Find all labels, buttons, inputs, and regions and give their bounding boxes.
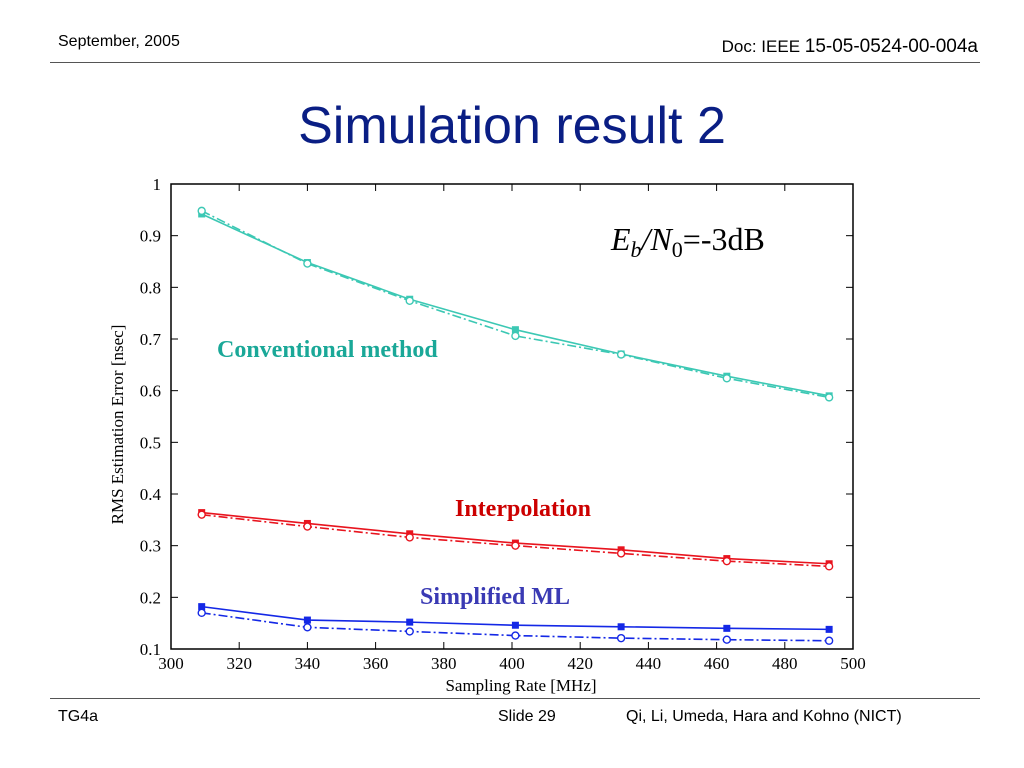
y-tick-label: 1: [153, 175, 162, 194]
footer-divider: [50, 698, 980, 699]
data-point-circle: [405, 533, 414, 542]
x-tick-label: 400: [499, 654, 525, 673]
x-tick-label: 480: [772, 654, 798, 673]
x-axis-label: Sampling Rate [MHz]: [445, 676, 596, 695]
data-point-square: [511, 326, 519, 334]
x-tick-label: 360: [363, 654, 389, 673]
data-point-circle: [197, 608, 206, 618]
plot-area: 300 320 340 360 380 400 420 440 460 480 500 0.1 0.2 0…: [108, 175, 866, 695]
header-doc-id: Doc: IEEE 15-05-0524-00-004a: [722, 36, 978, 58]
y-tick-label: 0.2: [140, 588, 161, 607]
data-point-circle: [616, 350, 626, 359]
y-tick-label: 0.6: [140, 382, 161, 401]
series-label: Simplified ML: [420, 584, 570, 610]
y-tick-label: 0.3: [140, 537, 161, 556]
data-point-square: [406, 618, 414, 626]
doc-number: 15-05-0524-00-004a: [804, 36, 978, 57]
data-point-circle: [197, 510, 206, 519]
data-point-circle: [511, 541, 520, 550]
y-tick-label: 0.5: [140, 433, 161, 452]
slide-number: Slide 29: [498, 708, 556, 725]
y-tick-label: 0.8: [140, 278, 161, 297]
data-point-circle: [616, 549, 626, 558]
series-label: Interpolation: [455, 496, 591, 522]
y-tick-label: 0.4: [140, 485, 162, 504]
data-point-circle: [511, 631, 520, 640]
x-tick-label: 460: [704, 654, 730, 673]
y-tick-label: 0.1: [140, 640, 161, 659]
data-point-circle: [722, 635, 732, 644]
data-point-circle: [511, 331, 520, 341]
data-point-circle: [824, 636, 834, 645]
data-point-square: [198, 603, 206, 611]
data-point-circle: [303, 259, 312, 268]
eb-n0-annotation: Eb/N0=-3dB: [610, 221, 765, 262]
x-tick-label: 420: [567, 654, 593, 673]
data-point-square: [303, 616, 311, 624]
data-point-square: [825, 625, 833, 633]
doc-prefix: Doc: IEEE: [721, 37, 805, 56]
y-tick-label: 0.9: [140, 227, 161, 246]
data-point-circle: [405, 627, 414, 636]
data-point-circle: [722, 374, 732, 383]
x-tick-label: 300: [158, 654, 184, 673]
data-point-circle: [616, 633, 626, 643]
data-point-circle: [824, 562, 834, 571]
x-tick-label: 440: [636, 654, 662, 673]
data-point-square: [617, 623, 625, 631]
header-date: September, 2005: [58, 33, 180, 50]
footer-group: TG4a: [58, 708, 99, 725]
x-tick-label: 340: [295, 654, 321, 673]
data-point-circle: [405, 296, 414, 305]
y-tick-label: 0.7: [140, 330, 162, 349]
slide-title: Simulation result 2: [298, 97, 726, 155]
header-divider: [50, 62, 980, 63]
data-point-square: [723, 624, 731, 632]
x-tick-label: 380: [431, 654, 457, 673]
footer-authors: Qi, Li, Umeda, Hara and Kohno (NICT): [626, 708, 902, 725]
data-point-circle: [197, 206, 206, 216]
data-point-circle: [824, 393, 834, 402]
data-point-square: [511, 621, 519, 629]
data-point-circle: [303, 623, 312, 632]
data-point-circle: [722, 556, 732, 566]
x-tick-label: 500: [840, 654, 866, 673]
series-label: Conventional method: [217, 337, 438, 363]
data-point-circle: [303, 522, 312, 531]
y-axis-label: RMS Estimation Error [nsec]: [108, 325, 127, 525]
x-tick-label: 320: [226, 654, 252, 673]
